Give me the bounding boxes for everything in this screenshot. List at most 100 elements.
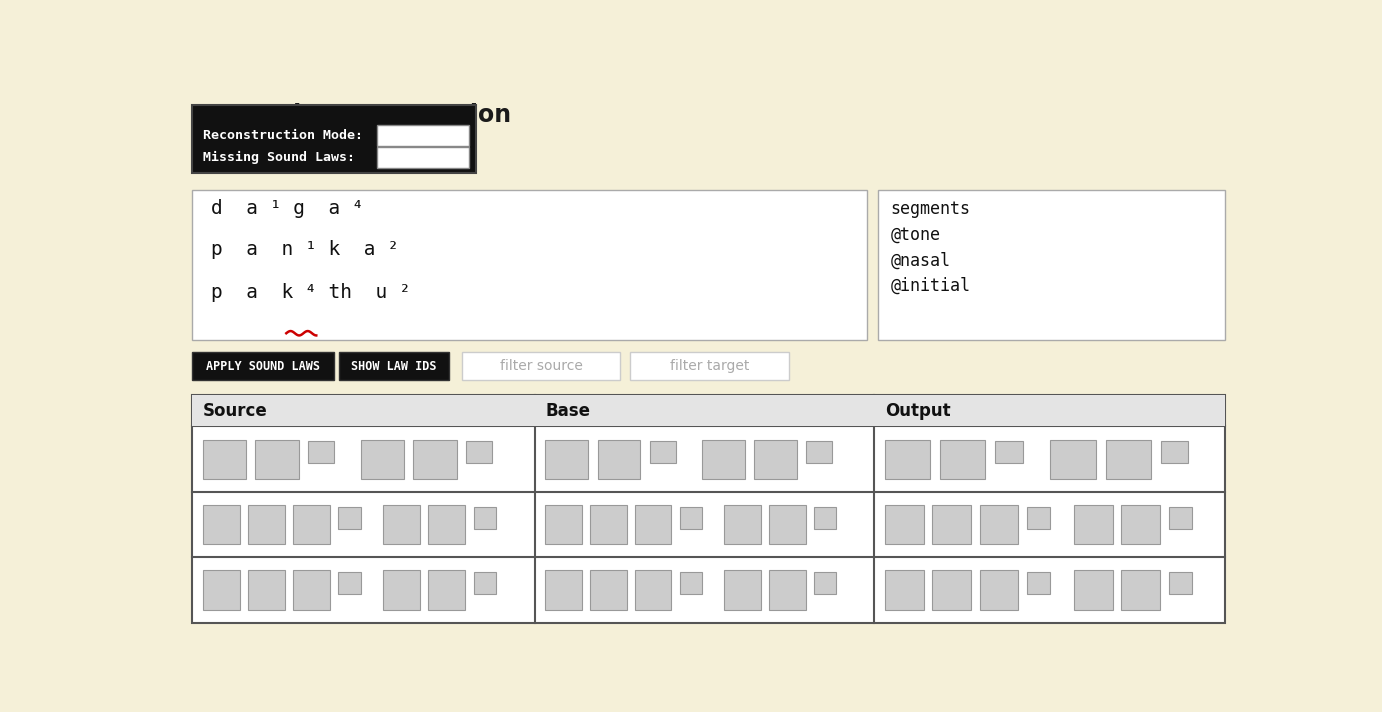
Text: ⁴: ⁴ xyxy=(347,578,351,588)
FancyBboxPatch shape xyxy=(383,505,420,544)
FancyBboxPatch shape xyxy=(884,439,930,478)
Text: n: n xyxy=(648,518,658,532)
Text: a: a xyxy=(272,452,282,466)
FancyBboxPatch shape xyxy=(768,570,806,609)
Text: u: u xyxy=(1136,583,1146,597)
FancyBboxPatch shape xyxy=(884,570,923,609)
Text: t: t xyxy=(1090,583,1096,597)
Text: g: g xyxy=(377,452,387,466)
FancyBboxPatch shape xyxy=(293,570,330,609)
FancyBboxPatch shape xyxy=(702,439,745,478)
Text: p  a  k ⁴ th  u ²: p a k ⁴ th u ² xyxy=(211,283,410,302)
FancyBboxPatch shape xyxy=(192,395,1224,623)
FancyBboxPatch shape xyxy=(203,570,239,609)
FancyBboxPatch shape xyxy=(377,147,470,168)
FancyBboxPatch shape xyxy=(339,352,449,380)
FancyBboxPatch shape xyxy=(755,439,796,478)
Text: n: n xyxy=(307,518,316,532)
Text: a: a xyxy=(442,518,452,532)
FancyBboxPatch shape xyxy=(724,570,761,609)
FancyBboxPatch shape xyxy=(680,572,702,594)
Text: filter source: filter source xyxy=(500,359,583,373)
Text: ²: ² xyxy=(822,513,826,523)
Text: ⁴: ⁴ xyxy=(1172,447,1177,457)
Text: a: a xyxy=(771,452,779,466)
Text: Forward Reconstruction: Forward Reconstruction xyxy=(192,103,511,127)
Text: th: th xyxy=(394,583,410,597)
Text: m: m xyxy=(557,518,571,532)
FancyBboxPatch shape xyxy=(361,439,404,478)
Text: a: a xyxy=(1136,518,1146,532)
Text: a: a xyxy=(947,518,956,532)
Text: filter target: filter target xyxy=(670,359,749,373)
FancyBboxPatch shape xyxy=(413,439,456,478)
Text: Output: Output xyxy=(884,402,951,420)
Text: Missing Sound Laws:: Missing Sound Laws: xyxy=(203,151,355,164)
Text: a: a xyxy=(947,583,956,597)
Text: @initial: @initial xyxy=(890,277,970,295)
FancyBboxPatch shape xyxy=(462,352,621,380)
FancyBboxPatch shape xyxy=(680,507,702,528)
Text: Reconstruction Mode:: Reconstruction Mode: xyxy=(203,130,362,142)
FancyBboxPatch shape xyxy=(466,441,492,463)
FancyBboxPatch shape xyxy=(428,505,466,544)
FancyBboxPatch shape xyxy=(650,441,676,463)
Text: a: a xyxy=(604,583,614,597)
Text: g: g xyxy=(719,452,728,466)
Text: ordered ∨: ordered ∨ xyxy=(383,130,445,142)
Text: p: p xyxy=(217,518,227,532)
Text: d: d xyxy=(220,452,229,466)
FancyBboxPatch shape xyxy=(1169,572,1193,594)
Text: g: g xyxy=(1068,452,1078,466)
FancyBboxPatch shape xyxy=(597,439,640,478)
FancyBboxPatch shape xyxy=(377,125,470,146)
FancyBboxPatch shape xyxy=(192,189,867,340)
FancyBboxPatch shape xyxy=(1106,439,1151,478)
Text: t: t xyxy=(564,452,569,466)
Text: ⁴: ⁴ xyxy=(477,447,481,457)
Text: Source: Source xyxy=(203,402,268,420)
FancyBboxPatch shape xyxy=(1121,505,1159,544)
Text: p: p xyxy=(900,583,909,597)
Text: a: a xyxy=(261,583,271,597)
Text: ¹: ¹ xyxy=(319,447,323,457)
FancyBboxPatch shape xyxy=(634,570,672,609)
Text: a: a xyxy=(430,452,439,466)
Text: @tone: @tone xyxy=(890,226,940,244)
FancyBboxPatch shape xyxy=(1027,572,1050,594)
Text: ⁴: ⁴ xyxy=(1036,578,1041,588)
FancyBboxPatch shape xyxy=(590,570,627,609)
FancyBboxPatch shape xyxy=(634,505,672,544)
Text: ¹: ¹ xyxy=(1036,513,1041,523)
FancyBboxPatch shape xyxy=(1121,570,1159,609)
Text: ¹: ¹ xyxy=(347,513,351,523)
FancyBboxPatch shape xyxy=(247,570,285,609)
FancyBboxPatch shape xyxy=(428,570,466,609)
Text: t: t xyxy=(739,583,745,597)
Text: u: u xyxy=(442,583,452,597)
Text: ²: ² xyxy=(482,578,486,588)
FancyBboxPatch shape xyxy=(768,505,806,544)
FancyBboxPatch shape xyxy=(1161,441,1189,463)
Text: a: a xyxy=(604,518,614,532)
Text: a: a xyxy=(782,518,792,532)
Text: ¹: ¹ xyxy=(661,447,665,457)
FancyBboxPatch shape xyxy=(192,105,475,173)
FancyBboxPatch shape xyxy=(293,505,330,544)
Text: a: a xyxy=(261,518,271,532)
FancyBboxPatch shape xyxy=(308,441,334,463)
FancyBboxPatch shape xyxy=(546,439,589,478)
FancyBboxPatch shape xyxy=(203,505,239,544)
Text: SHOW LAW IDS: SHOW LAW IDS xyxy=(351,360,437,372)
Text: d  a ¹ g  a ⁴: d a ¹ g a ⁴ xyxy=(211,199,363,219)
Text: p: p xyxy=(558,583,568,597)
Text: ¹: ¹ xyxy=(1007,447,1012,457)
Text: APPLY SOUND LAWS: APPLY SOUND LAWS xyxy=(206,360,321,372)
Text: ŋ: ŋ xyxy=(738,518,748,532)
FancyBboxPatch shape xyxy=(878,189,1224,340)
Text: @nasal: @nasal xyxy=(890,251,951,269)
FancyBboxPatch shape xyxy=(724,505,761,544)
Text: ²: ² xyxy=(1179,578,1183,588)
FancyBboxPatch shape xyxy=(1050,439,1096,478)
Text: ²: ² xyxy=(1179,513,1183,523)
